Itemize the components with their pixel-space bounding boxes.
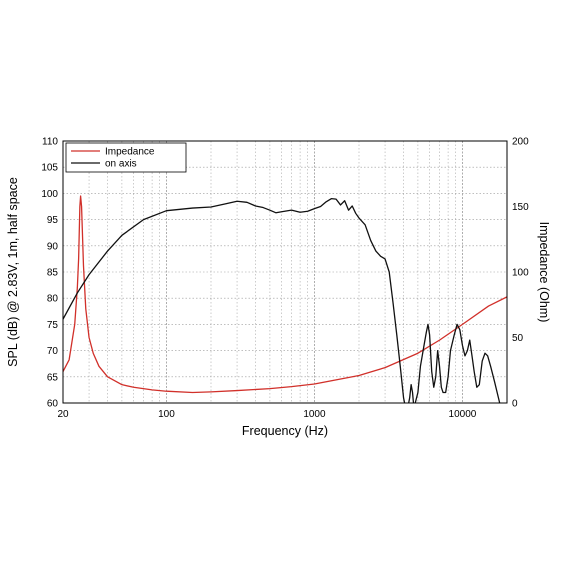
y-left-tick-label: 85 — [47, 268, 59, 279]
tick-labels: 20 100 1000 10000 60 65 70 75 80 85 90 95 100 105 110 0… — [41, 137, 529, 421]
y-right-tick-label: 200 — [512, 137, 529, 148]
y-right-tick-label: 50 — [512, 333, 524, 344]
y-axis-left-label: SPL (dB) @ 2.83V, 1m, half space — [6, 177, 20, 367]
y-left-tick-label: 65 — [47, 372, 59, 383]
x-tick-label: 1000 — [303, 409, 326, 420]
y-left-tick-label: 95 — [47, 215, 59, 226]
series-line-impedance — [63, 195, 507, 394]
series-layer — [63, 195, 507, 403]
y-right-tick-label: 150 — [512, 202, 529, 213]
legend-box — [65, 142, 187, 173]
y-right-tick-label: 100 — [512, 268, 529, 279]
x-tick-label: 100 — [158, 409, 175, 420]
legend: Impedance on axis — [65, 142, 187, 173]
plot-frame — [62, 140, 508, 404]
y-left-tick-label: 100 — [41, 189, 58, 200]
legend-label-impedance: Impedance — [105, 147, 155, 158]
x-tick-label: 20 — [57, 409, 69, 420]
y-left-tick-label: 60 — [47, 399, 59, 410]
y-axis-right-label: Impedance (Ohm) — [537, 222, 551, 323]
y-left-tick-label: 110 — [42, 137, 58, 148]
x-axis-label: Frequency (Hz) — [242, 424, 328, 438]
y-left-tick-label: 105 — [41, 163, 58, 174]
y-left-tick-label: 80 — [47, 294, 59, 305]
y-left-tick-label: 70 — [47, 346, 59, 357]
legend-label-on-axis: on axis — [105, 159, 137, 170]
y-right-tick-label: 0 — [512, 399, 518, 410]
series-line-on-axis — [63, 197, 501, 403]
x-tick-label: 10000 — [449, 409, 477, 420]
y-left-tick-label: 75 — [47, 320, 59, 331]
y-left-tick-label: 90 — [47, 241, 59, 252]
